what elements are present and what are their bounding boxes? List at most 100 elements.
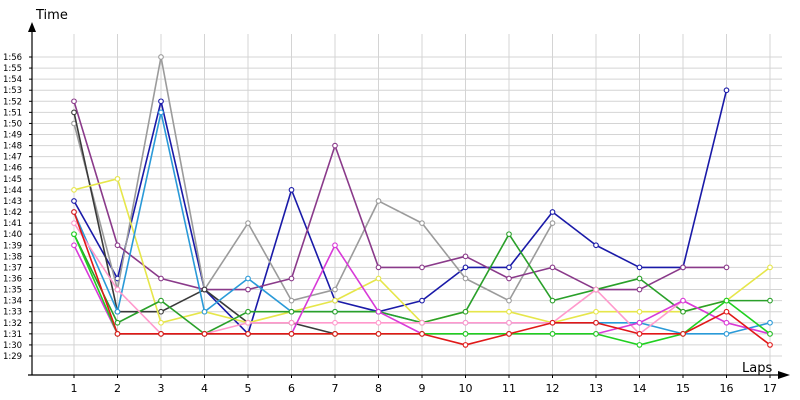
y-tick-label: 1:43 xyxy=(3,197,22,207)
y-tick-label: 1:54 xyxy=(3,75,22,85)
data-point xyxy=(158,98,164,105)
data-point xyxy=(462,253,469,260)
data-point xyxy=(332,142,338,149)
data-point xyxy=(71,109,77,116)
data-point xyxy=(158,297,164,304)
data-point xyxy=(593,242,599,249)
y-tick-label: 1:47 xyxy=(3,153,22,163)
data-point xyxy=(593,286,599,293)
data-point xyxy=(375,308,382,315)
series-2 xyxy=(71,54,556,304)
y-tick-label: 1:44 xyxy=(3,186,22,196)
data-point xyxy=(158,275,164,282)
x-tick-label: 2 xyxy=(114,382,121,395)
series-line xyxy=(73,56,554,302)
data-point xyxy=(506,331,512,337)
data-point xyxy=(767,319,773,326)
y-tick-label: 1:55 xyxy=(3,64,22,74)
y-tick-label: 1:49 xyxy=(3,131,22,141)
y-tick-label: 1:32 xyxy=(3,319,22,329)
data-point xyxy=(288,319,295,326)
data-point xyxy=(680,297,686,304)
data-point xyxy=(245,331,251,337)
data-point xyxy=(723,264,730,271)
data-point xyxy=(506,275,512,282)
data-point xyxy=(245,275,251,282)
data-point xyxy=(462,319,469,326)
data-point xyxy=(245,308,251,315)
data-point xyxy=(288,187,295,193)
data-point xyxy=(723,308,730,315)
data-point xyxy=(767,331,773,337)
series xyxy=(71,54,773,348)
y-tick-label: 1:42 xyxy=(3,208,22,218)
y-tick-label: 1:56 xyxy=(3,53,22,63)
data-point xyxy=(114,242,121,249)
data-point xyxy=(723,319,730,326)
data-point xyxy=(71,220,77,226)
x-tick-label: 4 xyxy=(201,382,208,395)
data-point xyxy=(114,308,121,315)
y-tick-label: 1:51 xyxy=(3,108,22,118)
data-point xyxy=(288,308,295,315)
data-point xyxy=(723,297,730,304)
data-point xyxy=(201,286,208,293)
data-point xyxy=(201,308,208,315)
data-point xyxy=(245,286,251,293)
y-axis-arrow xyxy=(28,22,36,32)
x-tick-label: 11 xyxy=(502,382,516,395)
data-point xyxy=(288,331,295,337)
y-tick-label: 1:41 xyxy=(3,219,22,229)
data-point xyxy=(680,264,686,271)
gridlines xyxy=(29,34,782,378)
y-tick-label: 1:52 xyxy=(3,97,22,107)
data-point xyxy=(549,264,556,271)
data-point xyxy=(288,297,295,304)
data-point xyxy=(375,198,382,204)
data-point xyxy=(549,319,556,326)
data-point xyxy=(332,308,338,315)
y-tick-label: 1:53 xyxy=(3,86,22,96)
x-tick-label: 14 xyxy=(633,382,647,395)
data-point xyxy=(506,231,512,238)
data-point xyxy=(375,331,382,337)
data-point xyxy=(593,319,599,326)
y-tick-label: 1:46 xyxy=(3,164,22,174)
y-tick-label: 1:36 xyxy=(3,274,22,284)
data-point xyxy=(723,87,730,94)
y-tick-label: 1:50 xyxy=(3,119,22,129)
data-point xyxy=(71,242,77,249)
x-tick-labels: 1 2 3 4 5 6 7 8 9 10 11 12 13 14 15 16 17 xyxy=(71,382,778,395)
y-tick-label: 1:45 xyxy=(3,175,22,185)
data-point xyxy=(114,319,121,326)
data-point xyxy=(723,331,730,337)
y-tick-label: 1:37 xyxy=(3,263,22,273)
y-tick-label: 1:34 xyxy=(3,297,22,307)
data-point xyxy=(506,319,512,326)
y-tick-label: 1:31 xyxy=(3,330,22,340)
x-tick-label: 3 xyxy=(158,382,165,395)
data-point xyxy=(767,264,773,271)
y-tick-label: 1:33 xyxy=(3,308,22,318)
x-axis-arrow xyxy=(778,371,790,379)
series-line xyxy=(73,101,727,291)
y-tick-label: 1:30 xyxy=(3,341,22,351)
data-point xyxy=(245,319,251,326)
data-point xyxy=(636,286,643,293)
x-tick-label: 15 xyxy=(676,382,690,395)
data-point xyxy=(71,231,77,238)
data-point xyxy=(680,331,686,337)
data-point xyxy=(375,319,382,326)
series-11 xyxy=(71,209,773,348)
data-point xyxy=(549,209,556,215)
x-tick-label: 7 xyxy=(332,382,339,395)
data-point xyxy=(332,319,338,326)
data-point xyxy=(71,198,77,204)
data-point xyxy=(506,264,512,271)
x-axis-title: Laps xyxy=(742,361,772,376)
data-point xyxy=(419,220,425,226)
data-point xyxy=(158,331,164,337)
data-point xyxy=(767,342,773,348)
data-point xyxy=(636,275,643,282)
